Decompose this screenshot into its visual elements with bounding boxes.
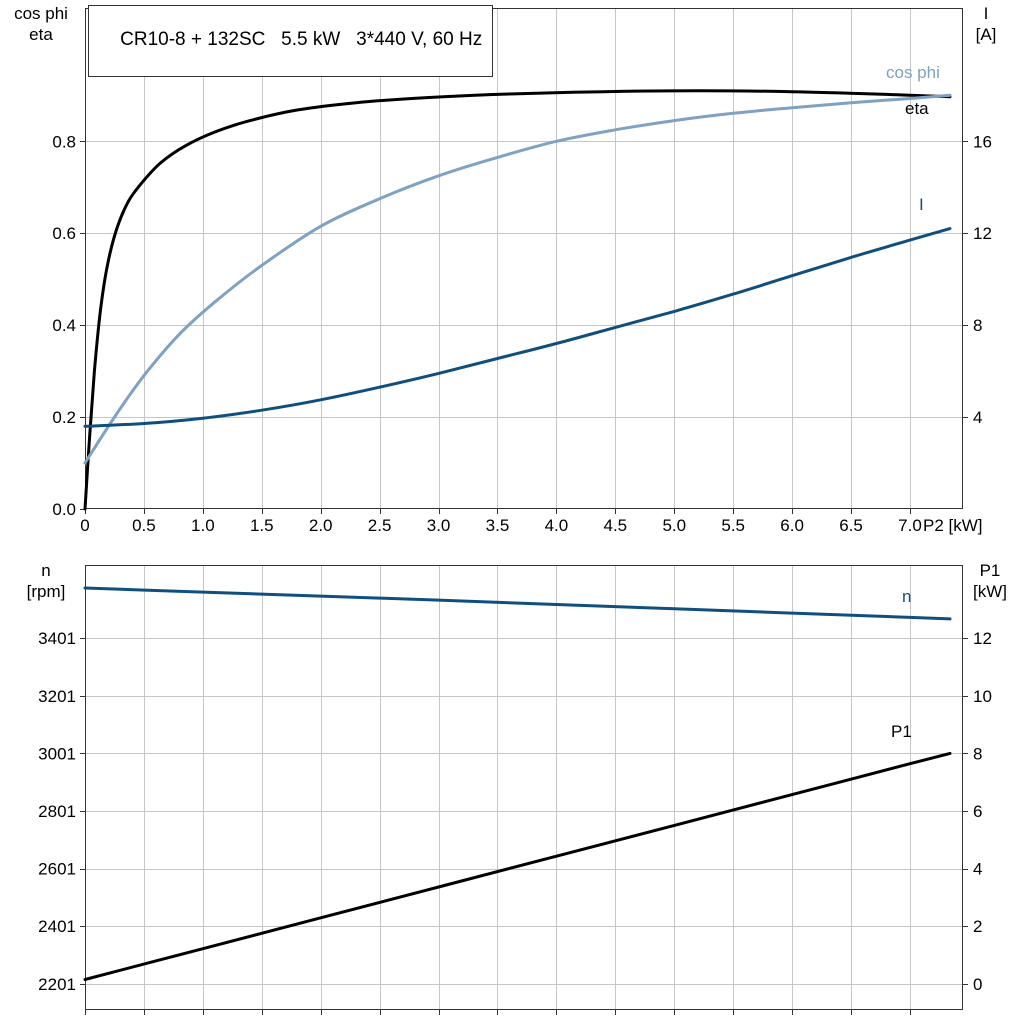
x-tick-label: 6.0	[780, 516, 804, 535]
curve-I	[83, 227, 952, 428]
y-left-tick-label: 2201	[38, 975, 76, 994]
x-tick-label: 5.0	[662, 516, 686, 535]
y-right-tick-label: 6	[973, 802, 982, 821]
axis-title-speed-unit: [rpm]	[26, 582, 66, 601]
curve-label-cos-phi: cos phi	[886, 63, 940, 82]
chart-title: CR10-8 + 132SC 5.5 kW 3*440 V, 60 Hz	[120, 29, 483, 50]
axis-title-speed: n	[41, 561, 51, 580]
y-right-tick-label: 10	[973, 687, 992, 706]
y-left-tick-label: 0.8	[52, 132, 76, 151]
y-right-tick-label: 4	[973, 860, 982, 879]
y-left-tick-label: 3001	[38, 744, 76, 763]
curve-cos-phi	[83, 93, 952, 465]
curve-P1	[83, 751, 952, 981]
x-tick-label: 3.5	[486, 516, 510, 535]
x-tick-label: 7.0	[898, 516, 922, 535]
axis-title-current: I	[983, 4, 989, 23]
y-left-tick-label: 2801	[38, 802, 76, 821]
curve-label-current: I	[919, 195, 924, 214]
y-right-tick-label: 12	[973, 629, 992, 648]
curve-eta	[83, 89, 952, 511]
x-tick-label: 0	[80, 516, 89, 535]
y-left-tick-label: 0.4	[52, 316, 76, 335]
curve-label-eta: eta	[905, 99, 929, 118]
y-left-tick-label: 3201	[38, 687, 76, 706]
axis-title-current-unit: [A]	[975, 25, 997, 44]
axis-title-p1-unit: [kW]	[973, 582, 1007, 601]
curve-n	[83, 586, 952, 621]
y-right-tick-label: 0	[973, 975, 982, 994]
y-right-tick-label: 16	[973, 132, 992, 151]
x-tick-label: 1.0	[191, 516, 215, 535]
x-tick-label: 4.0	[545, 516, 569, 535]
y-right-tick-label: 8	[973, 744, 982, 763]
curve-label-p1: P1	[891, 722, 912, 741]
x-axis-label: P2 [kW]	[923, 516, 983, 535]
y-right-tick-label: 2	[973, 917, 982, 936]
y-right-tick-label: 8	[973, 316, 982, 335]
lower-right-axis-title: P1 [kW]	[952, 560, 1024, 602]
y-left-tick-label: 0.6	[52, 224, 76, 243]
y-left-tick-label: 3401	[38, 629, 76, 648]
x-tick-label: 4.5	[604, 516, 628, 535]
plot-border	[85, 8, 963, 509]
chart-title-box: CR10-8 + 132SC 5.5 kW 3*440 V, 60 Hz	[88, 5, 494, 77]
axis-title-cos-phi: cos phi	[14, 4, 68, 23]
lower-left-axis-title: n [rpm]	[6, 560, 86, 602]
x-tick-label: 1.5	[250, 516, 274, 535]
x-tick-label: 2.0	[309, 516, 333, 535]
curve-label-speed: n	[902, 587, 912, 606]
axis-title-eta: eta	[29, 25, 53, 44]
upper-left-axis-title: cos phi eta	[2, 3, 80, 45]
x-tick-label: 2.5	[368, 516, 392, 535]
x-tick-label: 6.5	[839, 516, 863, 535]
y-left-tick-label: 0.2	[52, 408, 76, 427]
x-tick-label: 5.5	[721, 516, 745, 535]
x-tick-label: 0.5	[132, 516, 156, 535]
y-left-tick-label: 2601	[38, 860, 76, 879]
y-left-tick-label: 2401	[38, 917, 76, 936]
upper-right-axis-title: I [A]	[948, 3, 1024, 45]
plot-border	[85, 565, 963, 1010]
axis-title-p1: P1	[979, 561, 1001, 580]
y-right-tick-label: 4	[973, 408, 982, 427]
x-tick-label: 3.0	[427, 516, 451, 535]
y-left-tick-label: 0.0	[52, 500, 76, 519]
y-right-tick-label: 12	[973, 224, 992, 243]
